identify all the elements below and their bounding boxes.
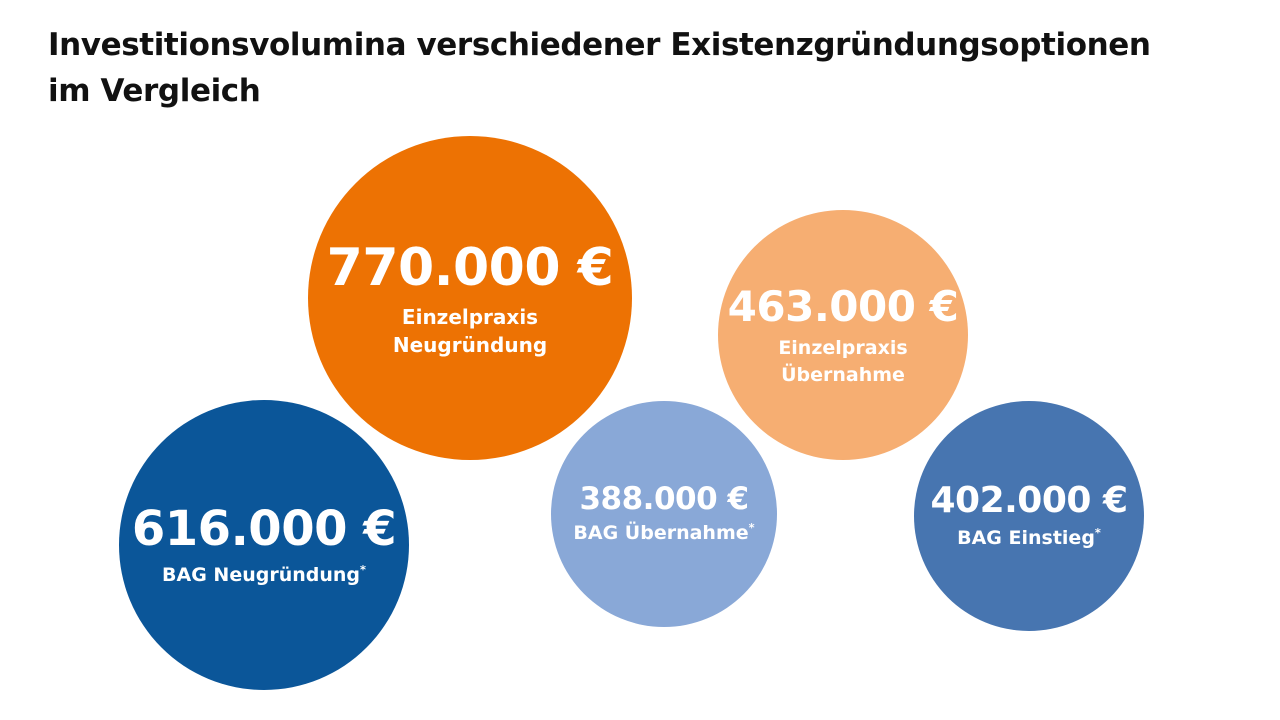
bubble-label-line-1: Einzelpraxis bbox=[401, 304, 539, 329]
bubble-value: 770.000 € bbox=[326, 237, 614, 298]
bubble-value: 463.000 € bbox=[727, 281, 959, 331]
bubble-label: Einzelpraxis Neugründung bbox=[393, 303, 547, 359]
bubble-label-line-1: BAG Einstieg bbox=[957, 527, 1095, 550]
chart-title-line-2: im Vergleich bbox=[48, 73, 261, 109]
bubble-label-line-2: Neugründung bbox=[392, 332, 548, 357]
footnote-marker: * bbox=[1094, 525, 1101, 540]
bubble-bag-neugruendung: 616.000 € BAG Neugründung* bbox=[119, 400, 409, 690]
bubble-value: 616.000 € bbox=[131, 501, 397, 558]
bubble-bag-uebernahme: 388.000 € BAG Übernahme* bbox=[551, 401, 777, 627]
bubble-label-line-1: Einzelpraxis bbox=[778, 336, 908, 359]
bubble-label-line-1: BAG Neugründung bbox=[162, 564, 361, 587]
footnote-marker: * bbox=[360, 562, 366, 577]
bubble-label: Einzelpraxis Übernahme bbox=[778, 335, 907, 388]
bubble-label: BAG Einstieg* bbox=[957, 525, 1101, 552]
bubble-label-line-2: Übernahme bbox=[781, 363, 905, 386]
bubble-label: BAG Neugründung* bbox=[162, 562, 366, 589]
bubble-einzelpraxis-uebernahme: 463.000 € Einzelpraxis Übernahme bbox=[718, 210, 968, 460]
bubble-bag-einstieg: 402.000 € BAG Einstieg* bbox=[914, 401, 1144, 631]
bubble-value: 402.000 € bbox=[930, 480, 1128, 522]
chart-title: Investitionsvolumina verschiedener Exist… bbox=[48, 22, 1228, 114]
bubble-einzelpraxis-neugruendung: 770.000 € Einzelpraxis Neugründung bbox=[308, 136, 632, 460]
footnote-marker: * bbox=[748, 520, 755, 535]
bubble-label: BAG Übernahme* bbox=[573, 520, 754, 547]
chart-title-line-1: Investitionsvolumina verschiedener Exist… bbox=[48, 27, 1151, 63]
bubble-value: 388.000 € bbox=[579, 481, 749, 518]
bubble-label-line-1: BAG Übernahme bbox=[573, 522, 749, 545]
